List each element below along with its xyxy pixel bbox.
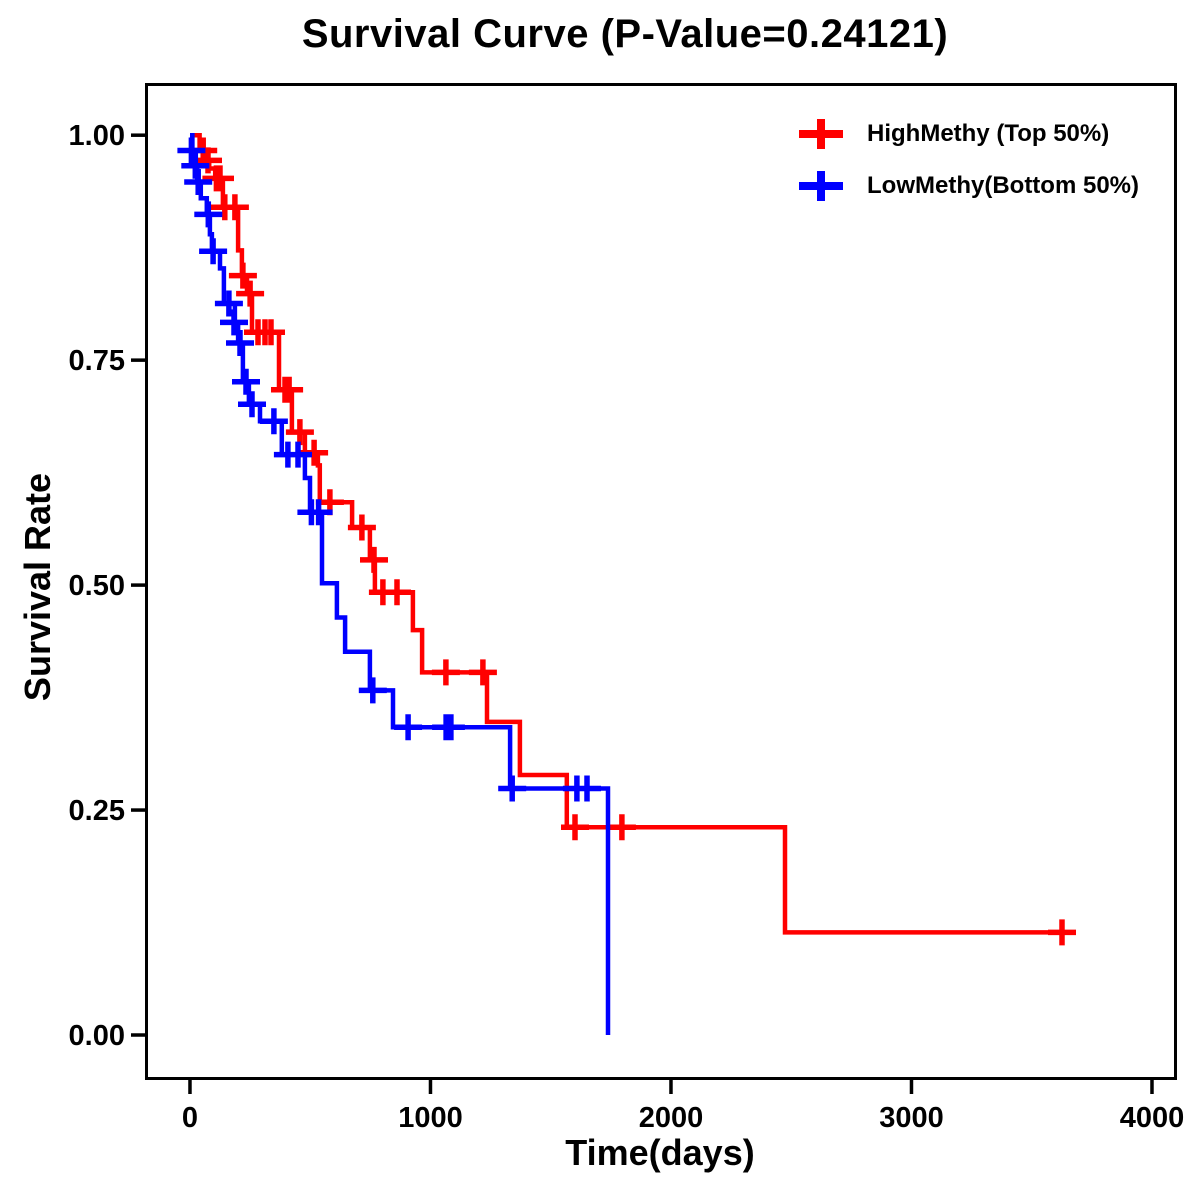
legend-row-highmethy: HighMethy (Top 50%): [797, 114, 1139, 154]
y-tick-label: 0.50: [69, 570, 125, 602]
legend-row-lowmethy: LowMethy(Bottom 50%): [797, 166, 1139, 206]
panel-border: [145, 83, 1177, 1080]
y-tick-label: 0.25: [69, 795, 125, 827]
x-tick-label: 2000: [639, 1102, 704, 1134]
x-axis-title: Time(days): [565, 1132, 755, 1173]
plus-censor-icon: [799, 171, 843, 201]
y-tick-label: 1.00: [69, 120, 125, 152]
legend-label-highmethy: HighMethy (Top 50%): [867, 120, 1110, 147]
chart-title: Survival Curve (P-Value=0.24121): [301, 12, 949, 56]
y-axis-title: Survival Rate: [17, 472, 58, 702]
legend-label-lowmethy: LowMethy(Bottom 50%): [867, 172, 1139, 199]
x-tick-label: 4000: [1120, 1102, 1185, 1134]
y-tick-label: 0.00: [69, 1020, 125, 1052]
plus-censor-icon: [799, 119, 843, 149]
y-tick-label: 0.75: [69, 345, 125, 377]
x-tick-label: 0: [182, 1102, 198, 1134]
x-tick-label: 3000: [879, 1102, 944, 1134]
lowmethy-censor-marks: [177, 137, 601, 802]
x-tick-label: 1000: [398, 1102, 463, 1134]
legend: HighMethy (Top 50%) LowMethy(Bottom 50%): [797, 114, 1139, 206]
